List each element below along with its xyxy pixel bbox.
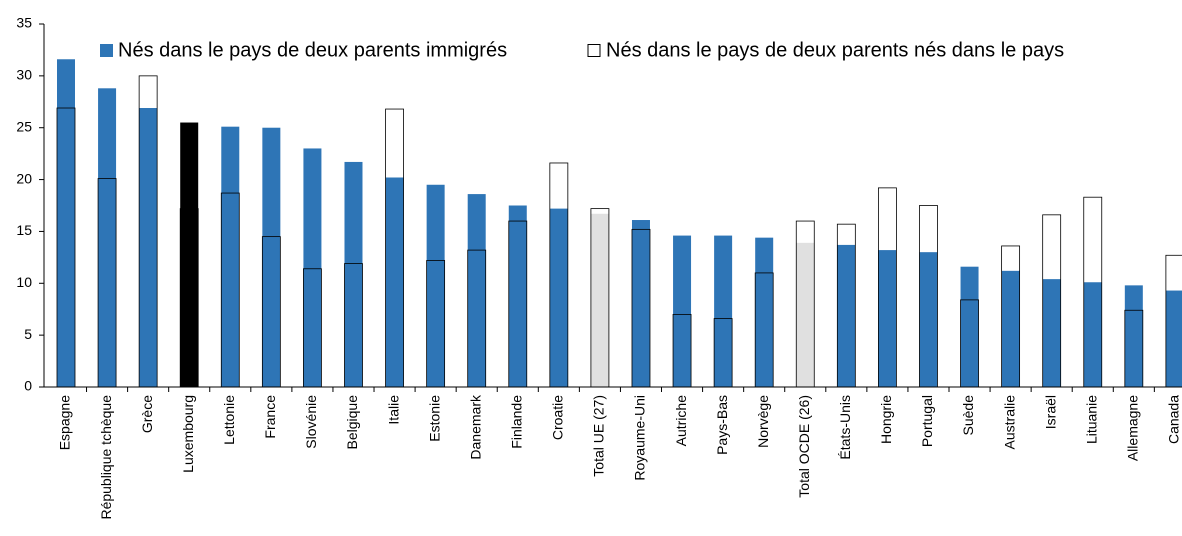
x-tick-label: Autriche	[673, 395, 689, 447]
bar	[1001, 270, 1020, 387]
bar	[1083, 282, 1102, 387]
legend-label: Nés dans le pays de deux parents immigré…	[118, 39, 507, 61]
x-tick-label: Espagne	[57, 395, 73, 450]
bar	[796, 242, 815, 387]
bar	[467, 194, 486, 387]
y-tick-label: 35	[16, 15, 32, 31]
y-tick-label: 5	[24, 326, 32, 342]
x-tick-label: Italie	[385, 395, 401, 425]
x-tick-label: Danemark	[467, 394, 483, 460]
bar	[673, 235, 692, 387]
y-tick-label: 0	[24, 378, 32, 394]
bar	[303, 148, 322, 387]
x-tick-label: Israël	[1042, 395, 1058, 429]
bar	[426, 184, 445, 387]
bar	[549, 208, 568, 387]
bar	[1124, 285, 1143, 387]
bar	[344, 161, 363, 387]
x-tick-label: France	[262, 395, 278, 439]
y-tick-label: 15	[16, 222, 32, 238]
x-tick-label: Royaume-Uni	[632, 395, 648, 481]
x-tick-label: Total OCDE (26)	[796, 395, 812, 498]
bar	[221, 126, 240, 388]
y-tick-label: 25	[16, 118, 32, 134]
bar	[98, 88, 117, 387]
bar	[919, 252, 938, 387]
x-tick-label: Australie	[1001, 395, 1017, 450]
x-tick-label: Pays-Bas	[714, 395, 730, 455]
bar	[590, 213, 609, 387]
x-tick-label: Portugal	[919, 395, 935, 447]
bar	[878, 250, 897, 387]
bar	[631, 220, 650, 387]
y-tick-label: 20	[16, 170, 32, 186]
x-tick-label: États-Unis	[837, 395, 853, 460]
y-tick-label: 30	[16, 67, 32, 83]
x-tick-label: Estonie	[426, 395, 442, 442]
bar	[508, 205, 527, 387]
bar	[57, 59, 75, 388]
bar	[262, 127, 281, 387]
x-tick-label: République tchèque	[98, 395, 114, 520]
x-tick-label: Allemagne	[1125, 395, 1141, 461]
x-tick-label: Croatie	[550, 395, 566, 440]
x-tick-label: Lituanie	[1083, 395, 1099, 444]
x-tick-label: Suède	[960, 395, 976, 436]
legend-swatch	[100, 44, 113, 57]
x-tick-label: Norvège	[755, 395, 771, 448]
bar	[960, 266, 979, 387]
x-tick-label: Hongrie	[878, 395, 894, 444]
bar	[755, 237, 774, 387]
bar	[139, 108, 158, 387]
bar	[180, 122, 199, 388]
x-tick-label: Canada	[1166, 395, 1182, 444]
bar	[1042, 279, 1061, 387]
x-tick-label: Grèce	[139, 395, 155, 433]
bar	[837, 244, 856, 387]
legend-label: Nés dans le pays de deux parents nés dan…	[606, 39, 1064, 61]
x-tick-label: Luxembourg	[180, 395, 196, 473]
x-tick-label: Slovénie	[303, 395, 319, 449]
y-tick-label: 10	[16, 274, 32, 290]
legend-swatch	[587, 44, 601, 57]
x-tick-label: Belgique	[344, 395, 360, 450]
x-tick-label: Lettonie	[221, 395, 237, 445]
x-tick-label: Total UE (27)	[591, 395, 607, 477]
bar	[385, 177, 404, 387]
plot: 0 5 10 15 20 25 30 35 Espagne République tchèque G…	[16, 15, 1182, 520]
x-tick-label: Finlande	[508, 395, 524, 449]
bar	[1165, 290, 1182, 387]
legend: Nés dans le pays de deux parents immigré…	[100, 39, 1064, 61]
bar	[714, 235, 733, 387]
